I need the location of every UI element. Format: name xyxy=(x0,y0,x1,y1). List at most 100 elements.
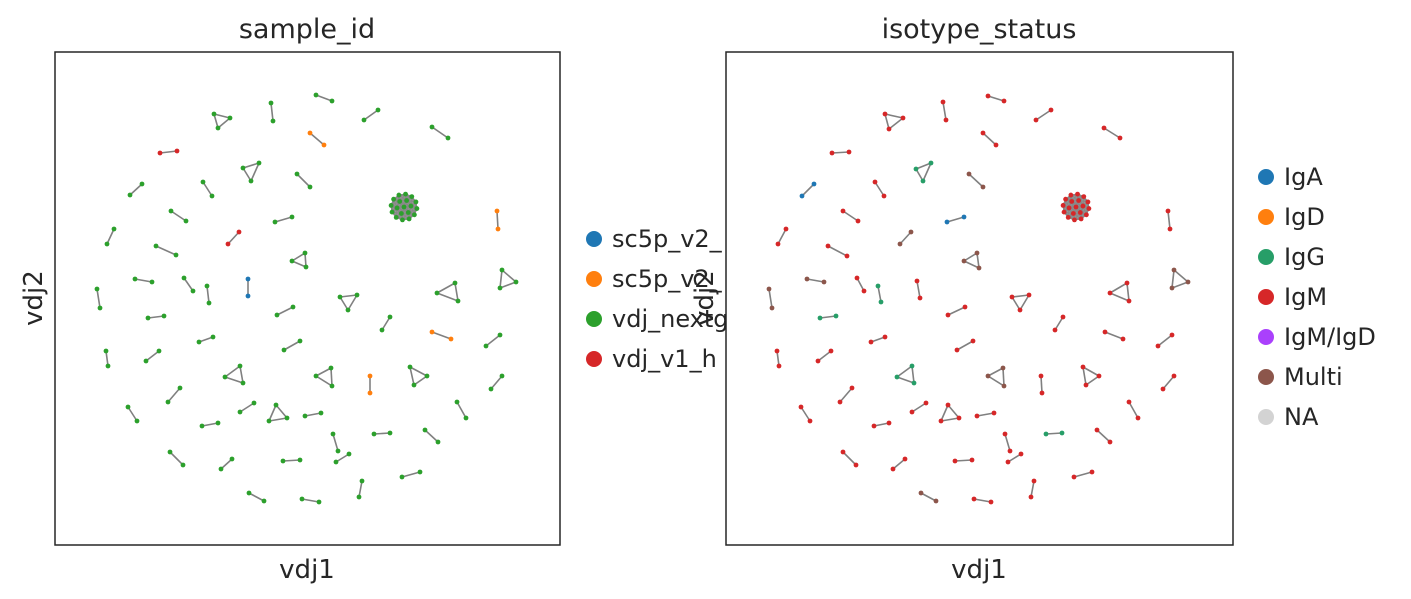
cell-point xyxy=(237,363,243,369)
cell-point xyxy=(513,279,519,285)
legend: IgA IgD IgG IgM IgM/IgD Multi NA xyxy=(1258,163,1376,431)
clonotype-edge xyxy=(129,183,143,196)
clonotype-edge xyxy=(304,412,322,417)
cell-point xyxy=(1061,209,1067,215)
cell-point xyxy=(928,160,934,166)
cell-point xyxy=(798,404,804,410)
cell-point xyxy=(387,314,393,320)
legend-label: vdj_v1_h xyxy=(612,345,717,373)
cell-point xyxy=(966,171,972,177)
cell-point xyxy=(177,385,183,391)
cell-point xyxy=(387,430,393,436)
cell-point xyxy=(1083,382,1089,388)
cell-point xyxy=(167,449,173,455)
clonotype-edge xyxy=(973,498,992,503)
cell-point xyxy=(412,212,417,218)
clonotype-edge xyxy=(954,459,973,462)
clonotype-edge xyxy=(347,294,358,311)
legend-marker xyxy=(1258,329,1274,345)
cell-point xyxy=(821,279,827,285)
clonotype-edge xyxy=(1104,331,1124,340)
cell-point xyxy=(345,307,351,313)
cell-point xyxy=(1052,327,1058,333)
cell-point xyxy=(200,179,206,185)
clonotype-edge xyxy=(105,350,109,367)
cell-point xyxy=(1089,469,1095,475)
cell-point xyxy=(1070,211,1076,216)
cell-point xyxy=(149,279,155,285)
clonotype-edge xyxy=(1085,375,1100,386)
clonotype-edge xyxy=(1082,366,1087,386)
cell-point xyxy=(215,125,221,131)
cell-point xyxy=(1169,285,1175,291)
clonotype-edge xyxy=(947,404,960,419)
cell-point xyxy=(204,283,210,289)
clonotype-edge xyxy=(968,173,984,188)
cell-point xyxy=(289,258,295,264)
cell-point xyxy=(1077,210,1083,215)
cell-point xyxy=(180,462,186,468)
cell-point xyxy=(246,490,252,496)
cell-point xyxy=(125,404,131,410)
cell-point xyxy=(1039,390,1045,396)
clonotype-edge xyxy=(431,331,452,340)
cell-point xyxy=(853,462,859,468)
panel-title: sample_id xyxy=(239,14,375,45)
cell-point xyxy=(354,292,360,298)
cell-point xyxy=(290,304,296,310)
cell-point xyxy=(882,111,888,117)
cell-point xyxy=(911,380,917,386)
cell-point xyxy=(909,363,915,369)
cell-point xyxy=(330,431,336,437)
clonotype-edge xyxy=(454,282,459,302)
clonotype-edge xyxy=(330,367,333,387)
cell-point xyxy=(985,373,991,379)
cell-point xyxy=(962,304,968,310)
x-axis-label: vdj1 xyxy=(279,555,335,585)
cell-point xyxy=(1165,208,1171,214)
clonotype-edge xyxy=(1054,316,1064,331)
clonotype-edge xyxy=(922,162,932,182)
cell-point xyxy=(429,329,435,335)
clonotype-edge xyxy=(1073,471,1093,478)
clonotype-edge xyxy=(920,492,937,502)
clonotype-edge xyxy=(801,183,815,197)
cell-point xyxy=(980,130,986,136)
cell-point xyxy=(1071,474,1077,480)
cell-point xyxy=(405,210,411,215)
clonotype-edge xyxy=(1167,210,1171,230)
cell-point xyxy=(225,241,231,247)
cell-point xyxy=(361,117,367,123)
cell-point xyxy=(868,339,874,345)
cell-point xyxy=(985,93,991,99)
cell-point xyxy=(379,327,385,333)
cell-point xyxy=(933,498,939,504)
clonotype-edge xyxy=(268,404,277,422)
cell-point xyxy=(313,373,319,379)
cell-point xyxy=(97,305,103,311)
clonotype-edge xyxy=(1103,127,1121,139)
cell-point xyxy=(1171,373,1177,379)
cell-point xyxy=(875,283,881,289)
cell-point xyxy=(274,312,280,318)
cell-point xyxy=(488,386,494,392)
cell-point xyxy=(974,250,980,256)
cell-point xyxy=(840,449,846,455)
cell-point xyxy=(302,413,308,419)
cell-point xyxy=(333,459,339,465)
clonotype-edge xyxy=(940,404,949,422)
cell-point xyxy=(367,373,373,379)
clonotype-edge xyxy=(1126,282,1130,302)
cell-point xyxy=(799,193,805,199)
cell-point xyxy=(435,439,441,445)
cell-point xyxy=(266,418,272,424)
clonotype-edge xyxy=(1109,282,1128,294)
clonotype-edge xyxy=(884,113,890,130)
cell-point xyxy=(210,334,216,340)
clonotype-edge xyxy=(496,210,499,230)
clonotype-edge xyxy=(870,336,886,343)
clonotype-edge xyxy=(806,278,825,283)
clonotype-edge xyxy=(213,113,219,129)
clonotype-edge xyxy=(169,451,184,466)
cell-point xyxy=(1081,194,1087,199)
